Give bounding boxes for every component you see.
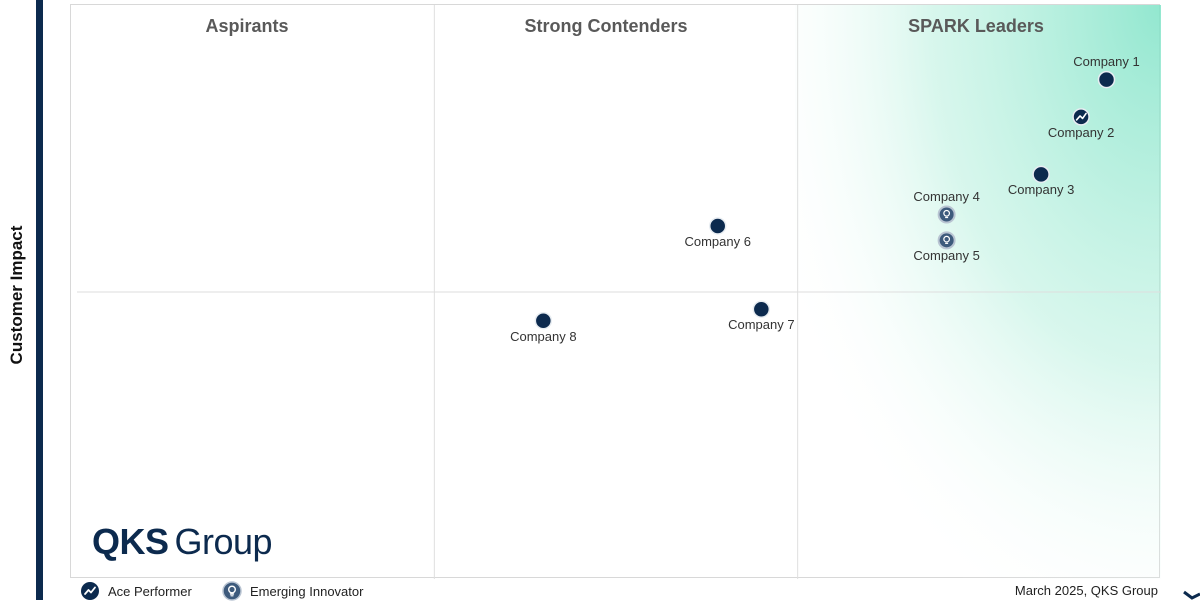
left-axis-bar [36,0,43,600]
legend-emerging-innovator: Emerging Innovator [222,581,363,601]
trend-up-icon [81,582,99,600]
marker-dot [534,311,553,330]
data-point-company-7 [752,300,771,318]
quadrant-title-aspirants: Aspirants [205,16,289,36]
point-label-company-3: Company 3 [1007,182,1075,198]
trend-up-icon [1075,112,1087,121]
markers [534,70,1116,330]
point-label-company-7: Company 7 [728,317,795,333]
data-point-company-3 [1032,165,1050,184]
quadrant-title-strong-contenders: Strong Contenders [524,16,688,36]
data-point-company-2 [1072,108,1090,126]
point-label-company-6: Company 6 [684,233,751,249]
y-axis-label: Customer Impact [7,225,26,365]
marker-dot [752,300,771,318]
lightbulb-icon [222,581,242,601]
point-label-company-4: Company 4 [913,188,980,204]
point-label-company-5: Company 5 [913,248,980,264]
logo-text-light: Group [174,521,273,562]
data-point-company-8 [534,311,553,330]
legend-ace-performer: Ace Performer [80,581,192,601]
marker-dot [937,205,956,224]
plot-canvas [77,5,1161,579]
qks-group-logo: QKS Group [92,521,273,563]
legend-innovator-label: Emerging Innovator [250,583,364,599]
data-point-company-5 [937,231,956,250]
logo-text-bold: QKS [92,521,169,562]
marker-dot [1032,165,1050,184]
point-label-company-1: Company 1 [1073,53,1140,69]
data-point-company-4 [937,205,956,224]
lightbulb-icon [943,209,951,217]
footer-date-note: March 2025, QKS Group [1014,583,1158,598]
chevron-icon [1183,590,1200,600]
point-label-company-2: Company 2 [1047,124,1115,140]
point-label-company-8: Company 8 [510,328,577,344]
quadrant-plot: Aspirants Strong Contenders SPARK Leader… [70,4,1161,579]
marker-dot [708,217,727,235]
grid-lines [77,5,1161,579]
data-point-company-1 [1097,70,1116,89]
lightbulb-icon [943,235,951,243]
marker-dot [937,231,956,250]
data-point-company-6 [708,217,727,235]
quadrant-title-spark-leaders: SPARK Leaders [908,16,1044,36]
marker-dot [1097,70,1116,89]
legend-ace-label: Ace Performer [108,583,192,599]
